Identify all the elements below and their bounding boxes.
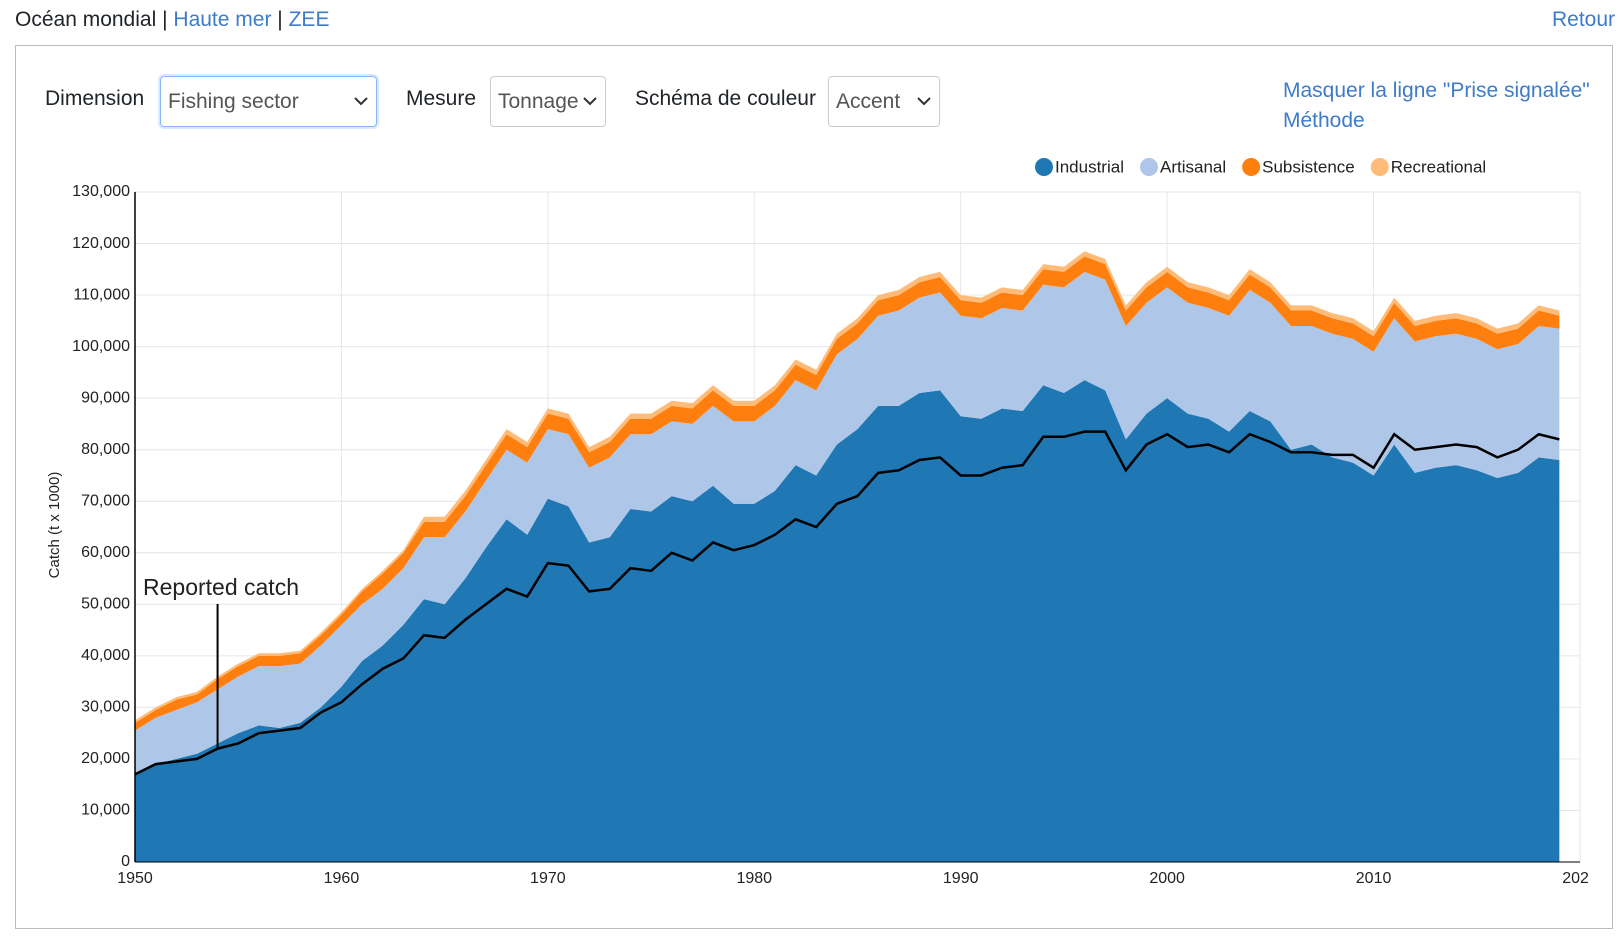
crumb-current: Océan mondial: [15, 8, 157, 31]
y-tick-label: 100,000: [72, 338, 130, 355]
legend-label: Artisanal: [1160, 157, 1226, 176]
x-tick-label: 1990: [943, 870, 979, 887]
legend-swatch: [1035, 158, 1053, 176]
y-tick-label: 110,000: [73, 286, 130, 303]
x-tick-label: 1970: [530, 870, 566, 887]
select-value: Accent: [836, 90, 901, 113]
y-tick-label: 130,000: [72, 183, 130, 200]
back-link[interactable]: Retour: [1551, 8, 1615, 31]
legend-label: Recreational: [1391, 157, 1486, 176]
crumb-link[interactable]: ZEE: [288, 8, 330, 31]
y-tick-label: 90,000: [81, 389, 130, 406]
x-tick-label: 1950: [117, 870, 153, 887]
y-tick-label: 120,000: [72, 235, 130, 252]
legend-swatch: [1139, 158, 1158, 176]
legend-label: Subsistence: [1262, 157, 1355, 176]
y-tick-label: 20,000: [81, 750, 130, 767]
y-tick-label: 10,000: [81, 802, 130, 819]
y-tick-label: 80,000: [81, 441, 130, 458]
y-tick-label: 70,000: [81, 492, 130, 509]
y-axis-label: Catch (t x 1000): [46, 472, 63, 579]
area: [135, 271, 1560, 775]
crumb-sep: |: [162, 8, 168, 31]
y-tick-label: 0: [121, 853, 130, 870]
legend-swatch: [1242, 158, 1261, 176]
reported-line: [134, 430, 1560, 776]
chart-area: 0 10,000 20,000 30,000 40,000 50,000 60,000 70,…: [46, 157, 1598, 887]
crumb-sep: |: [277, 8, 283, 31]
caret: [583, 97, 597, 106]
color-label: Schéma de couleur: [635, 87, 816, 110]
y-tick-label: 60,000: [81, 544, 130, 561]
color-select[interactable]: Accent: [828, 76, 940, 127]
hide-line-link[interactable]: Masquer la ligne "Prise signalée": [1283, 79, 1590, 102]
area: [135, 380, 1560, 862]
breadcrumb: Océan mondial | Haute mer | ZEE: [15, 8, 329, 32]
measure-label: Mesure: [406, 87, 477, 110]
annotation-text: Reported catch: [143, 574, 299, 600]
x-tick-label: 2020: [1562, 870, 1598, 887]
x-tick-label: 1980: [736, 870, 772, 887]
x-tick-label: 2010: [1356, 870, 1392, 887]
select-value: Tonnage: [498, 90, 579, 113]
y-tick-label: 50,000: [81, 596, 130, 613]
x-tick-label: 1960: [324, 870, 360, 887]
legend-swatch: [1370, 158, 1389, 176]
y-tick-label: 30,000: [81, 699, 130, 716]
caret: [354, 97, 368, 106]
legend-label: Industrial: [1055, 157, 1124, 176]
measure-select[interactable]: Tonnage: [490, 76, 606, 127]
dimension-select[interactable]: Fishing sector: [160, 76, 377, 127]
crumb-link[interactable]: Haute mer: [173, 8, 272, 31]
panel: [15, 45, 1613, 929]
method-link[interactable]: Méthode: [1283, 109, 1365, 132]
x-tick-label: 2000: [1149, 870, 1185, 887]
caret: [917, 97, 931, 106]
select-value: Fishing sector: [168, 90, 299, 113]
y-tick-label: 40,000: [81, 647, 130, 664]
dimension-label: Dimension: [45, 87, 145, 110]
